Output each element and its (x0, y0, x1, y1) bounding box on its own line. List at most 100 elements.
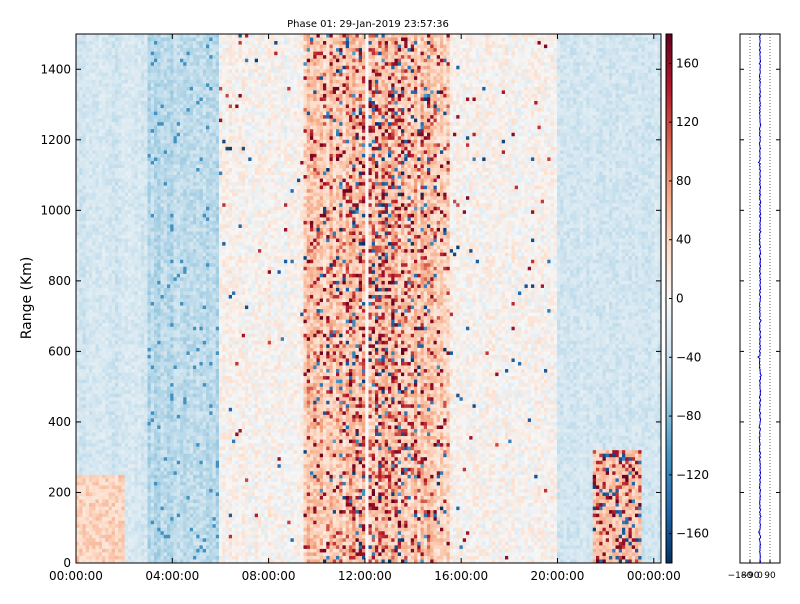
heatmap-cell (86, 140, 90, 144)
heatmap-cell (115, 447, 119, 451)
heatmap-cell (141, 140, 145, 144)
heatmap-cell (131, 436, 135, 440)
heatmap-cell (144, 150, 148, 154)
heatmap-cell (122, 549, 126, 553)
heatmap-cell (135, 295, 139, 299)
heatmap-cell (151, 394, 155, 398)
heatmap-cell (79, 306, 83, 310)
heatmap-cell (115, 464, 119, 468)
heatmap-cell (125, 320, 129, 324)
heatmap-cell (154, 316, 158, 320)
heatmap-cell (76, 235, 80, 239)
heatmap-cell (154, 457, 158, 461)
heatmap-cell (86, 228, 90, 232)
heatmap-cell (109, 436, 113, 440)
heatmap-cell (89, 45, 93, 49)
heatmap-cell (112, 126, 116, 130)
heatmap-cell (122, 440, 126, 444)
heatmap-cell (79, 337, 83, 341)
heatmap-cell (109, 140, 113, 144)
heatmap-cell (118, 337, 122, 341)
heatmap-cell (99, 552, 103, 556)
heatmap-cell (161, 316, 165, 320)
heatmap-cell (76, 284, 80, 288)
heatmap-cell (92, 549, 96, 553)
heatmap-cell (109, 408, 113, 412)
heatmap-cell (161, 246, 165, 250)
heatmap-cell (164, 168, 168, 172)
heatmap-cell (157, 521, 161, 525)
heatmap-cell (102, 436, 106, 440)
heatmap-cell (125, 291, 129, 295)
heatmap-cell (89, 277, 93, 281)
heatmap-cell (131, 348, 135, 352)
heatmap-cell (135, 175, 139, 179)
heatmap-cell (131, 390, 135, 394)
heatmap-cell (102, 514, 106, 518)
heatmap-cell (170, 164, 174, 168)
heatmap-cell (83, 489, 87, 493)
heatmap-cell (135, 549, 139, 553)
heatmap-cell (99, 461, 103, 465)
heatmap-cell (89, 94, 93, 98)
heatmap-cell (161, 447, 165, 451)
heatmap-cell (112, 101, 116, 105)
heatmap-cell (164, 450, 168, 454)
heatmap-cell (115, 496, 119, 500)
heatmap-cell (102, 383, 106, 387)
heatmap-cell (122, 348, 126, 352)
heatmap-cell (122, 101, 126, 105)
heatmap-cell (157, 256, 161, 260)
heatmap-cell (151, 390, 155, 394)
heatmap-cell (161, 531, 165, 535)
heatmap-cell (170, 66, 174, 70)
heatmap-cell (109, 164, 113, 168)
heatmap-cell (154, 334, 158, 338)
heatmap-cell (96, 270, 100, 274)
heatmap-cell (122, 552, 126, 556)
heatmap-cell (161, 80, 165, 84)
heatmap-cell (96, 101, 100, 105)
heatmap-cell (83, 425, 87, 429)
heatmap-cell (131, 38, 135, 42)
heatmap-cell (157, 440, 161, 444)
heatmap-cell (105, 373, 109, 377)
heatmap-cell (102, 429, 106, 433)
heatmap-cell (115, 387, 119, 391)
heatmap-cell (157, 517, 161, 521)
heatmap-cell (138, 119, 142, 123)
heatmap-cell (112, 309, 116, 313)
heatmap-cell (138, 369, 142, 373)
heatmap-cell (138, 154, 142, 158)
heatmap-cell (115, 210, 119, 214)
heatmap-cell (157, 288, 161, 292)
heatmap-cell (86, 41, 90, 45)
heatmap-cell (151, 323, 155, 327)
heatmap-cell (89, 66, 93, 70)
heatmap-cell (157, 284, 161, 288)
heatmap-cell (161, 87, 165, 91)
heatmap-cell (161, 200, 165, 204)
heatmap-cell (131, 147, 135, 151)
heatmap-cell (122, 397, 126, 401)
heatmap-cell (79, 224, 83, 228)
heatmap-cell (148, 397, 152, 401)
heatmap-cell (86, 235, 90, 239)
heatmap-cell (131, 45, 135, 49)
heatmap-cell (109, 119, 113, 123)
heatmap-cell (135, 538, 139, 542)
heatmap-cell (167, 196, 171, 200)
heatmap-cell (128, 179, 132, 183)
heatmap-cell (128, 478, 132, 482)
heatmap-cell (118, 306, 122, 310)
heatmap-cell (167, 507, 171, 511)
heatmap-cell (144, 38, 148, 42)
heatmap-cell (105, 150, 109, 154)
heatmap-cell (86, 101, 90, 105)
heatmap-cell (161, 41, 165, 45)
heatmap-cell (135, 478, 139, 482)
heatmap-cell (170, 136, 174, 140)
heatmap-cell (79, 507, 83, 511)
heatmap-cell (79, 281, 83, 285)
heatmap-cell (151, 76, 155, 80)
